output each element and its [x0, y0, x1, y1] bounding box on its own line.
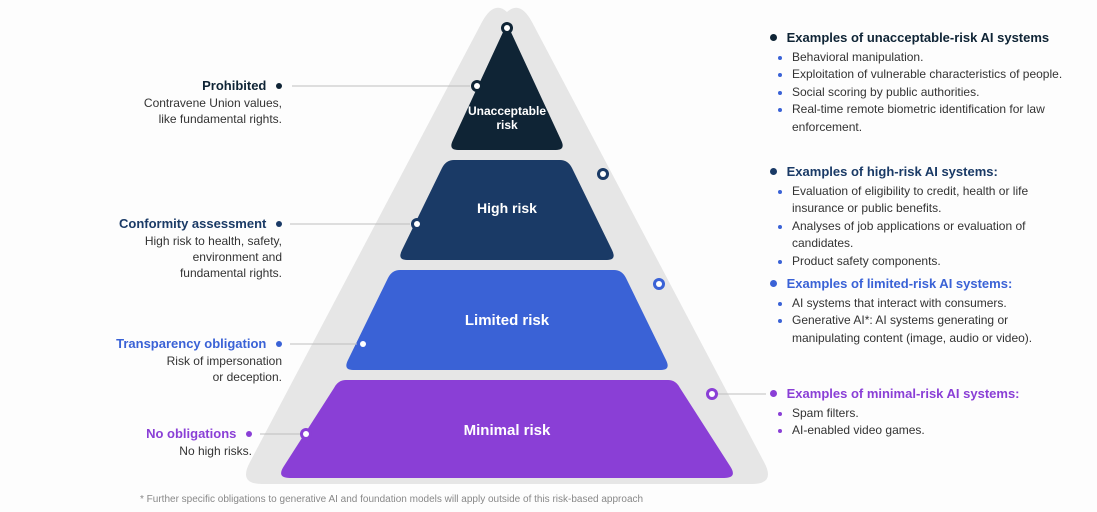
bullet-icon — [770, 280, 777, 287]
dot-4 — [653, 278, 665, 290]
tier-limited — [346, 270, 667, 370]
list-item: AI-enabled video games. — [792, 422, 1070, 439]
left-conformity-title-text: Conformity assessment — [119, 216, 266, 231]
left-transparency: Transparency obligation Risk of imperson… — [92, 336, 282, 385]
right-limited-list: AI systems that interact with consumers.… — [770, 295, 1070, 347]
right-limited: Examples of limited-risk AI systems: AI … — [770, 276, 1070, 347]
bullet-icon — [770, 168, 777, 175]
list-item: Social scoring by public authorities. — [792, 84, 1070, 101]
list-item: AI systems that interact with consumers. — [792, 295, 1070, 312]
left-prohibited: Prohibited Contravene Union values,like … — [112, 78, 282, 127]
list-item: Product safety components. — [792, 253, 1070, 270]
list-item: Real-time remote biometric identificatio… — [792, 101, 1070, 136]
dot-5 — [357, 338, 369, 350]
dot-2 — [597, 168, 609, 180]
dot-7 — [300, 428, 312, 440]
right-minimal-title-text: Examples of minimal-risk AI systems: — [787, 386, 1020, 401]
list-item: Evaluation of eligibility to credit, hea… — [792, 183, 1070, 218]
bullet-icon — [276, 221, 282, 227]
left-transparency-title-text: Transparency obligation — [116, 336, 266, 351]
right-minimal-title: Examples of minimal-risk AI systems: — [770, 386, 1070, 401]
right-limited-title: Examples of limited-risk AI systems: — [770, 276, 1070, 291]
dot-1 — [471, 80, 483, 92]
right-high-title-text: Examples of high-risk AI systems: — [787, 164, 998, 179]
tier-minimal — [281, 380, 733, 478]
left-transparency-title: Transparency obligation — [92, 336, 282, 351]
left-conformity-title: Conformity assessment — [92, 216, 282, 231]
left-prohibited-title-text: Prohibited — [202, 78, 266, 93]
left-transparency-desc: Risk of impersonationor deception. — [92, 353, 282, 385]
right-unacceptable-title: Examples of unacceptable-risk AI systems — [770, 30, 1070, 45]
right-limited-title-text: Examples of limited-risk AI systems: — [787, 276, 1013, 291]
left-conformity-desc: High risk to health, safety,environment … — [92, 233, 282, 282]
footnote: * Further specific obligations to genera… — [140, 494, 643, 505]
left-conformity: Conformity assessment High risk to healt… — [92, 216, 282, 282]
right-high: Examples of high-risk AI systems: Evalua… — [770, 164, 1070, 270]
dot-6 — [706, 388, 718, 400]
list-item: Exploitation of vulnerable characteristi… — [792, 66, 1070, 83]
list-item: Behavioral manipulation. — [792, 49, 1070, 66]
left-noobl-desc: No high risks. — [132, 443, 252, 459]
left-noobl-title-text: No obligations — [146, 426, 236, 441]
right-minimal-list: Spam filters. AI-enabled video games. — [770, 405, 1070, 440]
right-unacceptable-title-text: Examples of unacceptable-risk AI systems — [787, 30, 1050, 45]
right-high-title: Examples of high-risk AI systems: — [770, 164, 1070, 179]
left-prohibited-title: Prohibited — [112, 78, 282, 93]
left-noobl: No obligations No high risks. — [132, 426, 252, 459]
bullet-icon — [276, 83, 282, 89]
right-minimal: Examples of minimal-risk AI systems: Spa… — [770, 386, 1070, 440]
list-item: Generative AI*: AI systems generating or… — [792, 312, 1070, 347]
left-prohibited-desc: Contravene Union values,like fundamental… — [112, 95, 282, 127]
bullet-icon — [246, 431, 252, 437]
left-noobl-title: No obligations — [132, 426, 252, 441]
right-unacceptable: Examples of unacceptable-risk AI systems… — [770, 30, 1070, 136]
right-unacceptable-list: Behavioral manipulation. Exploitation of… — [770, 49, 1070, 136]
infographic-stage: Unacceptable risk High risk Limited risk… — [0, 0, 1097, 512]
bullet-icon — [770, 34, 777, 41]
dot-3 — [411, 218, 423, 230]
bullet-icon — [276, 341, 282, 347]
dot-0 — [501, 22, 513, 34]
list-item: Analyses of job applications or evaluati… — [792, 218, 1070, 253]
bullet-icon — [770, 390, 777, 397]
right-high-list: Evaluation of eligibility to credit, hea… — [770, 183, 1070, 270]
list-item: Spam filters. — [792, 405, 1070, 422]
